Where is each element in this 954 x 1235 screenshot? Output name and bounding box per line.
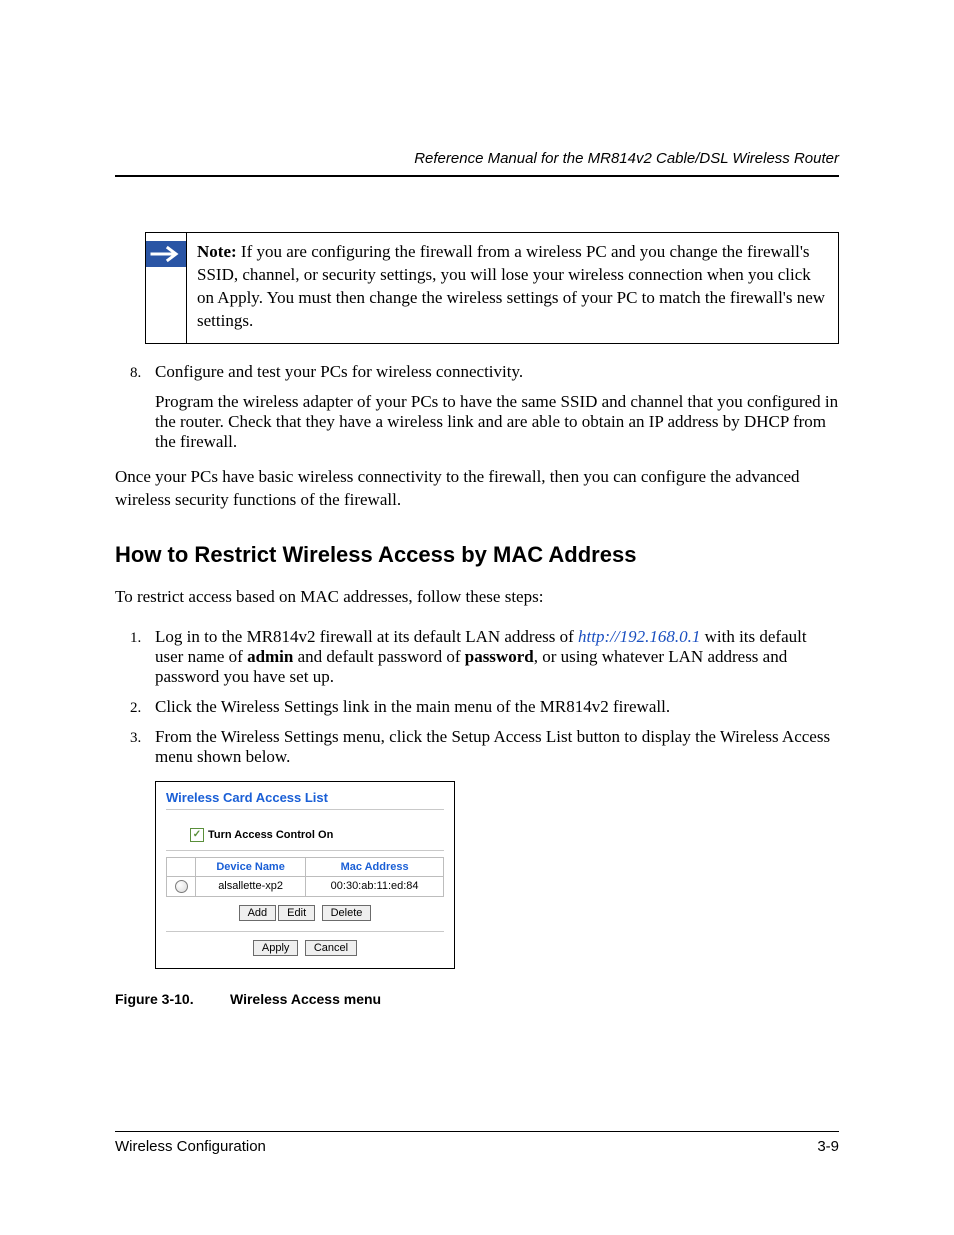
- section-intro: To restrict access based on MAC addresse…: [115, 586, 839, 609]
- footer-section: Wireless Configuration: [115, 1138, 266, 1155]
- cancel-button[interactable]: Cancel: [305, 940, 357, 956]
- paragraph: Once your PCs have basic wireless connec…: [115, 466, 839, 512]
- ui-panel-title: Wireless Card Access List: [166, 790, 444, 805]
- list-item: Click the Wireless Settings link in the …: [145, 697, 839, 717]
- step2-text: Click the Wireless Settings link in the …: [155, 697, 670, 716]
- step8-line2: Program the wireless adapter of your PCs…: [155, 392, 839, 452]
- figure-caption: Figure 3-10.Wireless Access menu: [115, 991, 839, 1007]
- apply-button[interactable]: Apply: [253, 940, 299, 956]
- row-radio[interactable]: [175, 880, 188, 893]
- edit-button[interactable]: Edit: [278, 905, 315, 921]
- list-item: Log in to the MR814v2 firewall at its de…: [145, 627, 839, 687]
- figure-number: Figure 3-10.: [115, 991, 230, 1007]
- note-body: If you are configuring the firewall from…: [197, 242, 825, 330]
- wireless-access-figure: Wireless Card Access List ✓ Turn Access …: [155, 781, 455, 969]
- section-heading: How to Restrict Wireless Access by MAC A…: [115, 542, 839, 568]
- access-control-label: Turn Access Control On: [208, 829, 333, 841]
- step8-line1: Configure and test your PCs for wireless…: [155, 362, 839, 382]
- step1-pre: Log in to the MR814v2 firewall at its de…: [155, 627, 578, 646]
- divider: [166, 809, 444, 810]
- arrow-right-icon: [146, 241, 186, 267]
- table-row: alsallette-xp2 00:30:ab:11:ed:84: [167, 876, 444, 896]
- delete-button[interactable]: Delete: [322, 905, 372, 921]
- footer-page: 3-9: [817, 1138, 839, 1155]
- note-icon-cell: [146, 233, 187, 343]
- step1-password: password: [465, 647, 534, 666]
- cell-device-name: alsallette-xp2: [196, 876, 306, 896]
- table-header-mac: Mac Address: [306, 857, 444, 876]
- page-footer: Wireless Configuration 3-9: [115, 1131, 839, 1155]
- default-lan-link[interactable]: http://192.168.0.1: [578, 627, 700, 646]
- list-item: Configure and test your PCs for wireless…: [145, 362, 839, 452]
- step1-admin: admin: [247, 647, 293, 666]
- running-header: Reference Manual for the MR814v2 Cable/D…: [115, 150, 839, 177]
- table-header-select: [167, 857, 196, 876]
- step1-mid2: and default password of: [293, 647, 464, 666]
- step3-text: From the Wireless Settings menu, click t…: [155, 727, 830, 766]
- note-box: Note: If you are configuring the firewal…: [145, 232, 839, 344]
- note-text: Note: If you are configuring the firewal…: [187, 233, 838, 343]
- divider: [166, 931, 444, 932]
- cell-mac-address: 00:30:ab:11:ed:84: [306, 876, 444, 896]
- divider: [166, 850, 444, 851]
- note-label: Note:: [197, 242, 237, 261]
- table-header-device: Device Name: [196, 857, 306, 876]
- access-control-checkbox[interactable]: ✓: [190, 828, 204, 842]
- add-button[interactable]: Add: [239, 905, 277, 921]
- access-list-table: Device Name Mac Address alsallette-xp2 0…: [166, 857, 444, 897]
- figure-title: Wireless Access menu: [230, 991, 381, 1007]
- list-item: From the Wireless Settings menu, click t…: [145, 727, 839, 767]
